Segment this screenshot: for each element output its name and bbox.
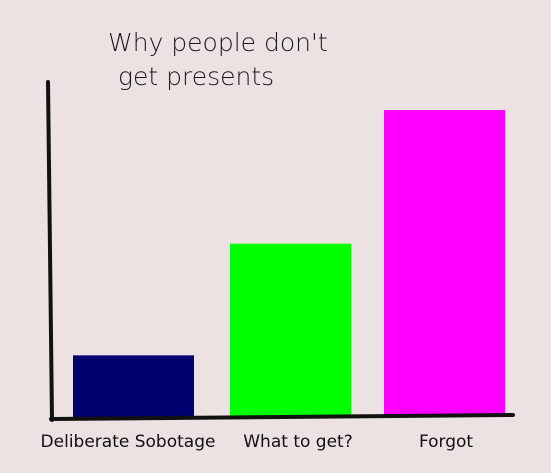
- category-label: Forgot: [419, 432, 473, 452]
- category-labels: Deliberate Sobotage What to get? Forgot: [41, 432, 474, 452]
- bar-what-to-get: [230, 243, 351, 417]
- chart-title: Why people don't get presents: [108, 28, 328, 91]
- category-label: What to get?: [243, 432, 352, 452]
- y-axis-line: [46, 80, 54, 422]
- x-axis-line: [49, 413, 515, 421]
- chart-title-line-2: get presents: [118, 62, 274, 91]
- category-label: Deliberate Sobotage: [41, 432, 216, 452]
- chart-title-line-1: Why people don't: [108, 28, 328, 57]
- bars: [73, 109, 505, 418]
- bar-forgot: [384, 109, 505, 416]
- bar-deliberate-sobotage: [73, 355, 194, 418]
